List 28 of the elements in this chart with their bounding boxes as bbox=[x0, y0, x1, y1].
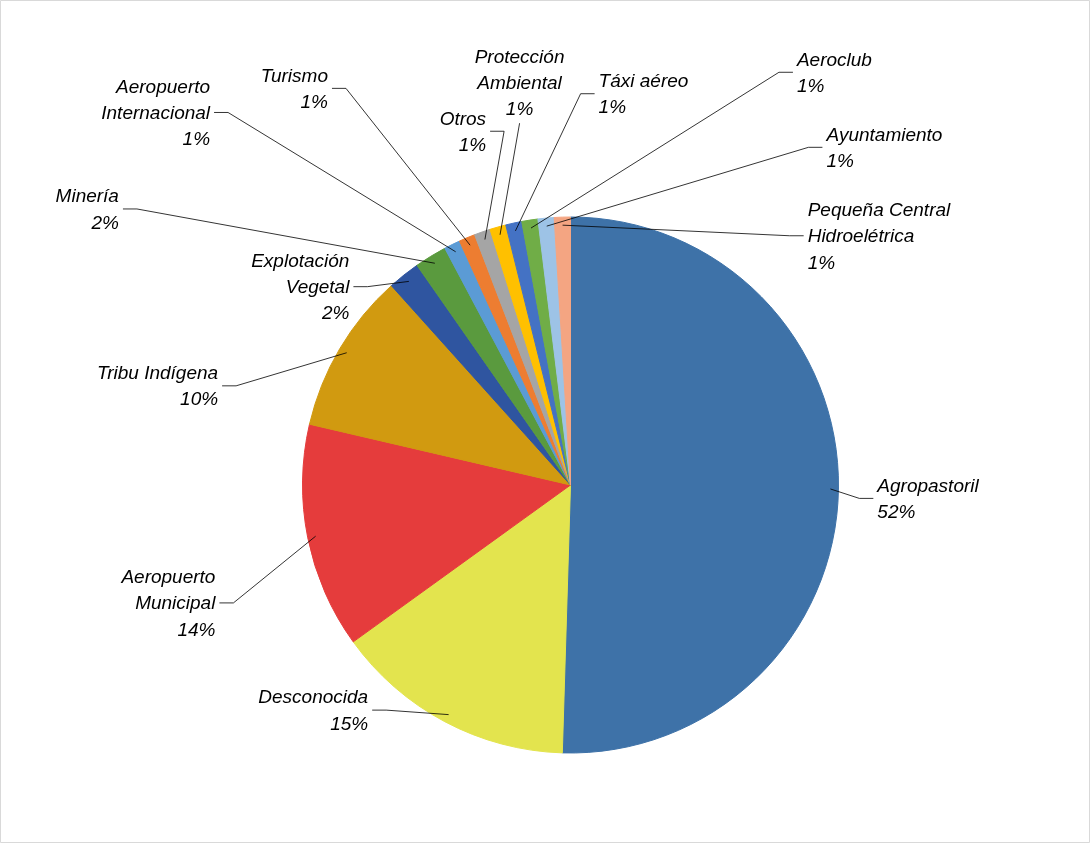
data-label: 1% bbox=[826, 149, 854, 171]
slice-label: Minería bbox=[55, 185, 119, 207]
slice-label: Táxi aéreo bbox=[598, 70, 689, 92]
slice-label: Protección Ambiental bbox=[474, 45, 565, 93]
data-label: 2% bbox=[90, 211, 120, 233]
data-label: 14% bbox=[177, 618, 216, 640]
slice-label: Pequeña Central Hidroelétrica bbox=[807, 199, 952, 247]
slice-label: Otros bbox=[439, 107, 487, 129]
data-label: 1% bbox=[182, 128, 211, 150]
data-label: 52% bbox=[877, 501, 916, 523]
slice-label: Explotación Vegetal bbox=[251, 249, 351, 298]
data-label: 1% bbox=[300, 90, 329, 112]
data-label: 10% bbox=[180, 388, 219, 410]
data-label: 2% bbox=[320, 302, 350, 324]
data-label: 15% bbox=[330, 712, 369, 734]
slice-label: Tribu Indígena bbox=[96, 362, 219, 384]
slice-label: Ayuntamiento bbox=[825, 123, 943, 145]
slice-label: Desconocida bbox=[258, 686, 369, 708]
data-label: 1% bbox=[505, 98, 534, 120]
data-label: 1% bbox=[458, 133, 487, 155]
data-label: 1% bbox=[796, 74, 825, 96]
slice-label: Aeropuerto Municipal bbox=[120, 566, 217, 614]
data-label: 1% bbox=[598, 96, 627, 118]
slice-label: Agropastoril bbox=[876, 474, 980, 496]
slice-label: Aeroclub bbox=[795, 48, 872, 70]
data-label: 1% bbox=[807, 251, 836, 273]
slice-label: Turismo bbox=[260, 64, 328, 86]
slice-label: Aeropuerto Internacional bbox=[101, 75, 211, 123]
